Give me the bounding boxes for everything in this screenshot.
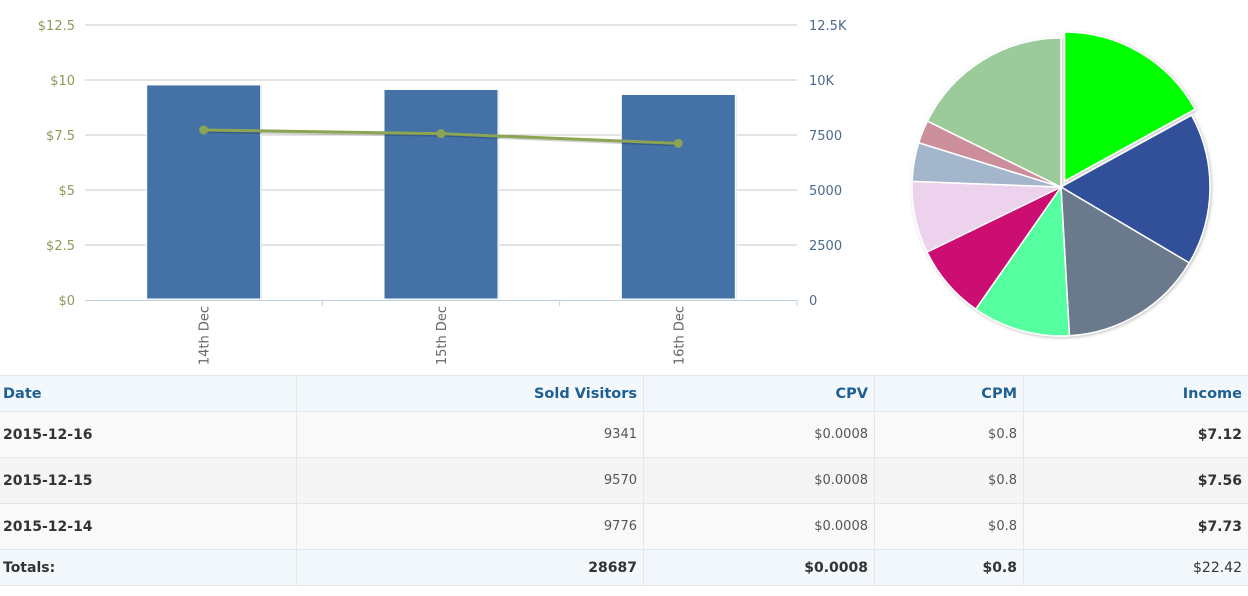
- line-series-income: [199, 125, 683, 148]
- totals-row: Totals: 28687 $0.0008 $0.8 $22.42: [0, 549, 1248, 586]
- cell-date: 2015-12-15: [0, 457, 297, 504]
- cell-cpm: $0.8: [874, 411, 1024, 458]
- bar-16th-dec[interactable]: [620, 93, 736, 300]
- bar-series-sold-visitors: [146, 84, 737, 301]
- left-axis-tick-label: $10: [50, 74, 75, 89]
- column-header-cpv[interactable]: CPV: [643, 375, 875, 412]
- cell-sold-visitors: 9776: [296, 503, 644, 550]
- cell-cpm: $0.8: [874, 457, 1024, 504]
- total-cpm: $0.8: [874, 549, 1024, 586]
- right-axis-tick-label: 10K: [809, 74, 835, 89]
- cell-sold-visitors: 9341: [296, 411, 644, 458]
- left-axis-tick-label: $2.5: [46, 239, 75, 254]
- cell-cpv: $0.0008: [643, 503, 875, 550]
- table-header-row: Date Sold Visitors CPV CPM Income: [0, 375, 1248, 412]
- bar-14th-dec[interactable]: [146, 84, 262, 300]
- pie-slice-3[interactable]: [1060, 186, 1191, 337]
- left-axis-tick-label: $0: [58, 294, 75, 309]
- x-axis-tick-label: 15th Dec: [435, 306, 450, 365]
- x-axis-tick-label: 16th Dec: [672, 306, 687, 365]
- cell-income: $7.56: [1023, 457, 1248, 504]
- pie-chart: [911, 31, 1211, 337]
- pie-slice-9[interactable]: [926, 37, 1062, 188]
- cell-sold-visitors: 9570: [296, 457, 644, 504]
- income-point-16th-dec[interactable]: [673, 138, 683, 148]
- income-visitors-chart: $0 $2.5 $5 $7.5 $10 $12.5 0 2500 5000 7500 10K 12.…: [38, 19, 847, 365]
- totals-label: Totals:: [0, 549, 297, 586]
- column-header-income[interactable]: Income: [1023, 375, 1248, 412]
- right-axis: 0 2500 5000 7500 10K 12.5K: [809, 19, 847, 309]
- stats-table: Date Sold Visitors CPV CPM Income 2015-1…: [0, 375, 1248, 586]
- total-income: $22.42: [1023, 549, 1248, 586]
- cell-income: $7.12: [1023, 411, 1248, 458]
- x-axis: 14th Dec 15th Dec 16th Dec: [85, 300, 798, 365]
- right-axis-tick-label: 0: [809, 294, 817, 309]
- table-row: 2015-12-16 9341 $0.0008 $0.8 $7.12: [0, 411, 1248, 458]
- right-axis-tick-label: 5000: [809, 184, 842, 199]
- income-point-15th-dec[interactable]: [436, 129, 446, 139]
- right-axis-tick-label: 12.5K: [809, 19, 847, 34]
- bar-15th-dec[interactable]: [383, 88, 499, 300]
- cell-date: 2015-12-16: [0, 411, 297, 458]
- table-row: 2015-12-14 9776 $0.0008 $0.8 $7.73: [0, 503, 1248, 550]
- x-axis-tick-label: 14th Dec: [198, 306, 213, 365]
- table-row: 2015-12-15 9570 $0.0008 $0.8 $7.56: [0, 457, 1248, 504]
- column-header-cpm[interactable]: CPM: [874, 375, 1024, 412]
- cell-cpv: $0.0008: [643, 457, 875, 504]
- pie-slice-2[interactable]: [1060, 114, 1211, 264]
- cell-date: 2015-12-14: [0, 503, 297, 550]
- total-cpv: $0.0008: [643, 549, 875, 586]
- income-point-14th-dec[interactable]: [199, 125, 209, 135]
- total-sold-visitors: 28687: [296, 549, 644, 586]
- column-header-date[interactable]: Date: [0, 375, 297, 412]
- right-axis-tick-label: 2500: [809, 239, 842, 254]
- cell-income: $7.73: [1023, 503, 1248, 550]
- left-axis-tick-label: $5: [58, 184, 75, 199]
- right-axis-tick-label: 7500: [809, 129, 842, 144]
- column-header-sold-visitors[interactable]: Sold Visitors: [296, 375, 644, 412]
- left-axis-tick-label: $12.5: [38, 19, 75, 34]
- cell-cpm: $0.8: [874, 503, 1024, 550]
- left-axis: $0 $2.5 $5 $7.5 $10 $12.5: [38, 19, 75, 309]
- cell-cpv: $0.0008: [643, 411, 875, 458]
- left-axis-tick-label: $7.5: [46, 129, 75, 144]
- pie-slice-1[interactable]: [1063, 31, 1196, 182]
- pie-slice-4[interactable]: [974, 186, 1071, 337]
